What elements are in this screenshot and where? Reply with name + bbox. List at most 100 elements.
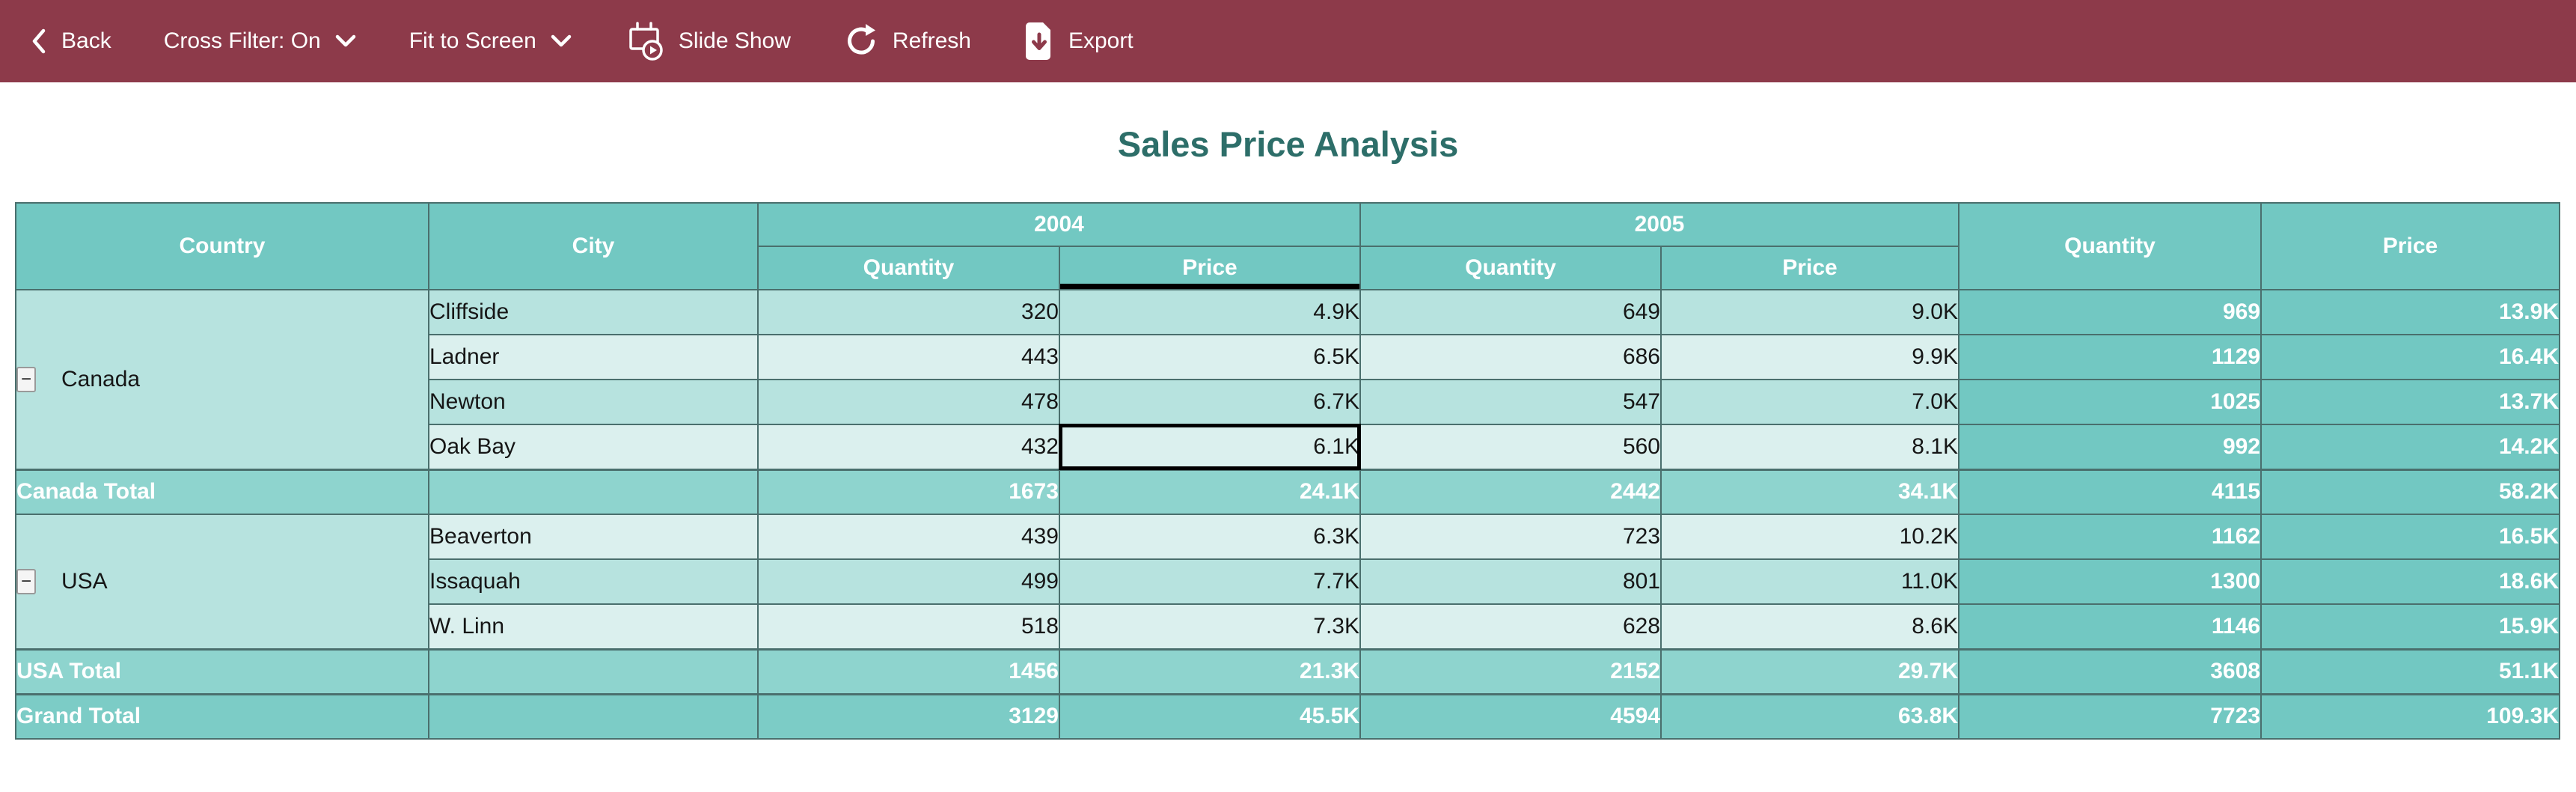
- cell-quantity-2004[interactable]: 1456: [757, 648, 1060, 695]
- cell-total-price[interactable]: 15.9K: [2260, 603, 2560, 650]
- cell-quantity-2004[interactable]: 443: [757, 334, 1060, 380]
- cell-city[interactable]: Beaverton: [428, 514, 759, 560]
- cell-quantity-2004[interactable]: 439: [757, 514, 1060, 560]
- cell-price-2005[interactable]: 34.1K: [1660, 468, 1959, 515]
- cell-total-price[interactable]: 16.5K: [2260, 514, 2560, 560]
- cell-quantity-2004[interactable]: 499: [757, 558, 1060, 605]
- cell-quantity-2004[interactable]: 432: [757, 424, 1060, 470]
- cell-price-2005[interactable]: 9.0K: [1660, 289, 1959, 335]
- cell-quantity-2005[interactable]: 628: [1359, 603, 1662, 650]
- cell-quantity-2005[interactable]: 547: [1359, 379, 1662, 425]
- cell-quantity-2004[interactable]: 518: [757, 603, 1060, 650]
- column-header-2004-price[interactable]: Price: [1059, 246, 1361, 290]
- cell-total-price[interactable]: 58.2K: [2260, 468, 2560, 515]
- cell-quantity-2005[interactable]: 723: [1359, 514, 1662, 560]
- country-cell-canada[interactable]: − Canada: [15, 289, 429, 470]
- column-header-total-price[interactable]: Price: [2260, 202, 2560, 290]
- cell-price-2005[interactable]: 8.6K: [1660, 603, 1959, 650]
- country-cell-usa[interactable]: − USA: [15, 514, 429, 650]
- cell-price-2005[interactable]: 8.1K: [1660, 424, 1959, 470]
- slide-show-button[interactable]: Slide Show: [625, 21, 791, 61]
- column-header-2005-quantity[interactable]: Quantity: [1359, 246, 1662, 290]
- selected-cell[interactable]: 6.1K: [1059, 424, 1361, 470]
- subtotal-empty-cell: [428, 648, 759, 695]
- refresh-button[interactable]: Refresh: [843, 23, 971, 59]
- column-header-2005-price[interactable]: Price: [1660, 246, 1959, 290]
- cell-quantity-2005[interactable]: 686: [1359, 334, 1662, 380]
- column-header-2004-quantity[interactable]: Quantity: [757, 246, 1060, 290]
- subtotal-row-usa: USA Total 1456 21.3K 2152 29.7K 3608 51.…: [15, 648, 2560, 695]
- cell-price-2005[interactable]: 9.9K: [1660, 334, 1959, 380]
- cell-quantity-2004[interactable]: 3129: [757, 692, 1060, 740]
- column-header-total-quantity[interactable]: Quantity: [1958, 202, 2262, 290]
- cell-price-2005[interactable]: 10.2K: [1660, 514, 1959, 560]
- cell-city[interactable]: Cliffside: [428, 289, 759, 335]
- cell-city[interactable]: W. Linn: [428, 603, 759, 650]
- column-header-country[interactable]: Country: [15, 202, 429, 290]
- cell-quantity-2005[interactable]: 801: [1359, 558, 1662, 605]
- subtotal-label: Canada Total: [15, 468, 429, 515]
- cell-total-quantity[interactable]: 7723: [1958, 692, 2262, 740]
- chevron-down-icon: [550, 33, 572, 49]
- cell-price-2004[interactable]: 24.1K: [1059, 468, 1361, 515]
- cell-price-2004[interactable]: 6.3K: [1059, 514, 1361, 560]
- cell-price-2005[interactable]: 7.0K: [1660, 379, 1959, 425]
- cell-quantity-2005[interactable]: 649: [1359, 289, 1662, 335]
- header-row-years: Country City 2004 2005 Quantity Price: [15, 202, 2560, 290]
- cell-quantity-2005[interactable]: 4594: [1359, 692, 1662, 740]
- cell-price-2004[interactable]: 7.3K: [1059, 603, 1361, 650]
- cell-total-price[interactable]: 18.6K: [2260, 558, 2560, 605]
- cell-price-2004[interactable]: 21.3K: [1059, 648, 1361, 695]
- grand-total-label: Grand Total: [15, 692, 429, 740]
- cell-total-quantity[interactable]: 1300: [1958, 558, 2262, 605]
- back-button[interactable]: Back: [28, 25, 111, 57]
- collapse-icon[interactable]: −: [17, 367, 36, 393]
- cell-quantity-2005[interactable]: 560: [1359, 424, 1662, 470]
- cell-city[interactable]: Ladner: [428, 334, 759, 380]
- cell-city[interactable]: Newton: [428, 379, 759, 425]
- cell-price-2005[interactable]: 11.0K: [1660, 558, 1959, 605]
- cell-total-price[interactable]: 14.2K: [2260, 424, 2560, 470]
- cell-price-2004[interactable]: 6.7K: [1059, 379, 1361, 425]
- cell-city[interactable]: Issaquah: [428, 558, 759, 605]
- cell-total-price[interactable]: 13.9K: [2260, 289, 2560, 335]
- collapse-icon[interactable]: −: [17, 569, 36, 595]
- cell-price-2004[interactable]: 7.7K: [1059, 558, 1361, 605]
- cell-total-quantity[interactable]: 969: [1958, 289, 2262, 335]
- fit-to-screen-dropdown[interactable]: Fit to Screen: [409, 28, 572, 54]
- cell-quantity-2005[interactable]: 2152: [1359, 648, 1662, 695]
- cell-total-price[interactable]: 13.7K: [2260, 379, 2560, 425]
- cell-total-quantity[interactable]: 1146: [1958, 603, 2262, 650]
- cell-total-quantity[interactable]: 1025: [1958, 379, 2262, 425]
- table-row: W. Linn 518 7.3K 628 8.6K 1146 15.9K: [16, 603, 2560, 650]
- cell-price-2005[interactable]: 63.8K: [1660, 692, 1959, 740]
- cell-price-2004[interactable]: 6.5K: [1059, 334, 1361, 380]
- subtotal-empty-cell: [428, 468, 759, 515]
- cell-quantity-2004[interactable]: 478: [757, 379, 1060, 425]
- cell-city[interactable]: Oak Bay: [428, 424, 759, 470]
- column-header-2005[interactable]: 2005: [1359, 202, 1959, 247]
- cell-total-quantity[interactable]: 1162: [1958, 514, 2262, 560]
- cell-total-quantity[interactable]: 3608: [1958, 648, 2262, 695]
- refresh-label: Refresh: [892, 28, 971, 53]
- cell-price-2005[interactable]: 29.7K: [1660, 648, 1959, 695]
- grand-total-row: Grand Total 3129 45.5K 4594 63.8K 7723 1…: [15, 692, 2560, 740]
- cell-total-price[interactable]: 51.1K: [2260, 648, 2560, 695]
- cell-total-price[interactable]: 16.4K: [2260, 334, 2560, 380]
- export-button[interactable]: Export: [1024, 22, 1133, 61]
- cross-filter-dropdown[interactable]: Cross Filter: On: [164, 28, 357, 54]
- cell-price-2004[interactable]: 45.5K: [1059, 692, 1361, 740]
- cell-total-quantity[interactable]: 1129: [1958, 334, 2262, 380]
- cell-total-price[interactable]: 109.3K: [2260, 692, 2560, 740]
- cell-price-2004[interactable]: 4.9K: [1059, 289, 1361, 335]
- column-header-city[interactable]: City: [428, 202, 759, 290]
- page-title: Sales Price Analysis: [1117, 124, 1459, 164]
- column-header-2004[interactable]: 2004: [757, 202, 1361, 247]
- pivot-table: Country City 2004 2005 Quantity Price Qu…: [15, 202, 2560, 740]
- cell-total-quantity[interactable]: 4115: [1958, 468, 2262, 515]
- cell-quantity-2004[interactable]: 1673: [757, 468, 1060, 515]
- cell-quantity-2005[interactable]: 2442: [1359, 468, 1662, 515]
- cell-total-quantity[interactable]: 992: [1958, 424, 2262, 470]
- back-label: Back: [61, 28, 111, 53]
- cell-quantity-2004[interactable]: 320: [757, 289, 1060, 335]
